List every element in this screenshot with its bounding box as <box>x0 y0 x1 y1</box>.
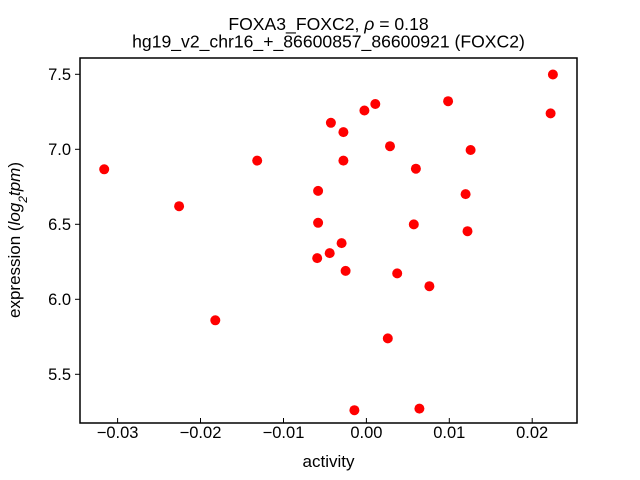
svg-text:0.01: 0.01 <box>433 424 465 442</box>
svg-text:expression (log2tpm): expression (log2tpm) <box>5 162 30 318</box>
svg-text:5.5: 5.5 <box>48 366 71 384</box>
svg-text:−0.03: −0.03 <box>97 424 139 442</box>
svg-text:−0.02: −0.02 <box>180 424 222 442</box>
svg-text:hg19_v2_chr16_+_86600857_86600: hg19_v2_chr16_+_86600857_86600921 (FOXC2… <box>132 32 525 53</box>
svg-text:7.0: 7.0 <box>48 141 71 159</box>
svg-text:6.0: 6.0 <box>48 291 71 309</box>
svg-text:−0.01: −0.01 <box>263 424 305 442</box>
svg-text:activity: activity <box>303 452 355 471</box>
svg-text:6.5: 6.5 <box>48 216 71 234</box>
svg-text:7.5: 7.5 <box>48 66 71 84</box>
svg-text:0.00: 0.00 <box>350 424 382 442</box>
svg-text:0.02: 0.02 <box>516 424 548 442</box>
